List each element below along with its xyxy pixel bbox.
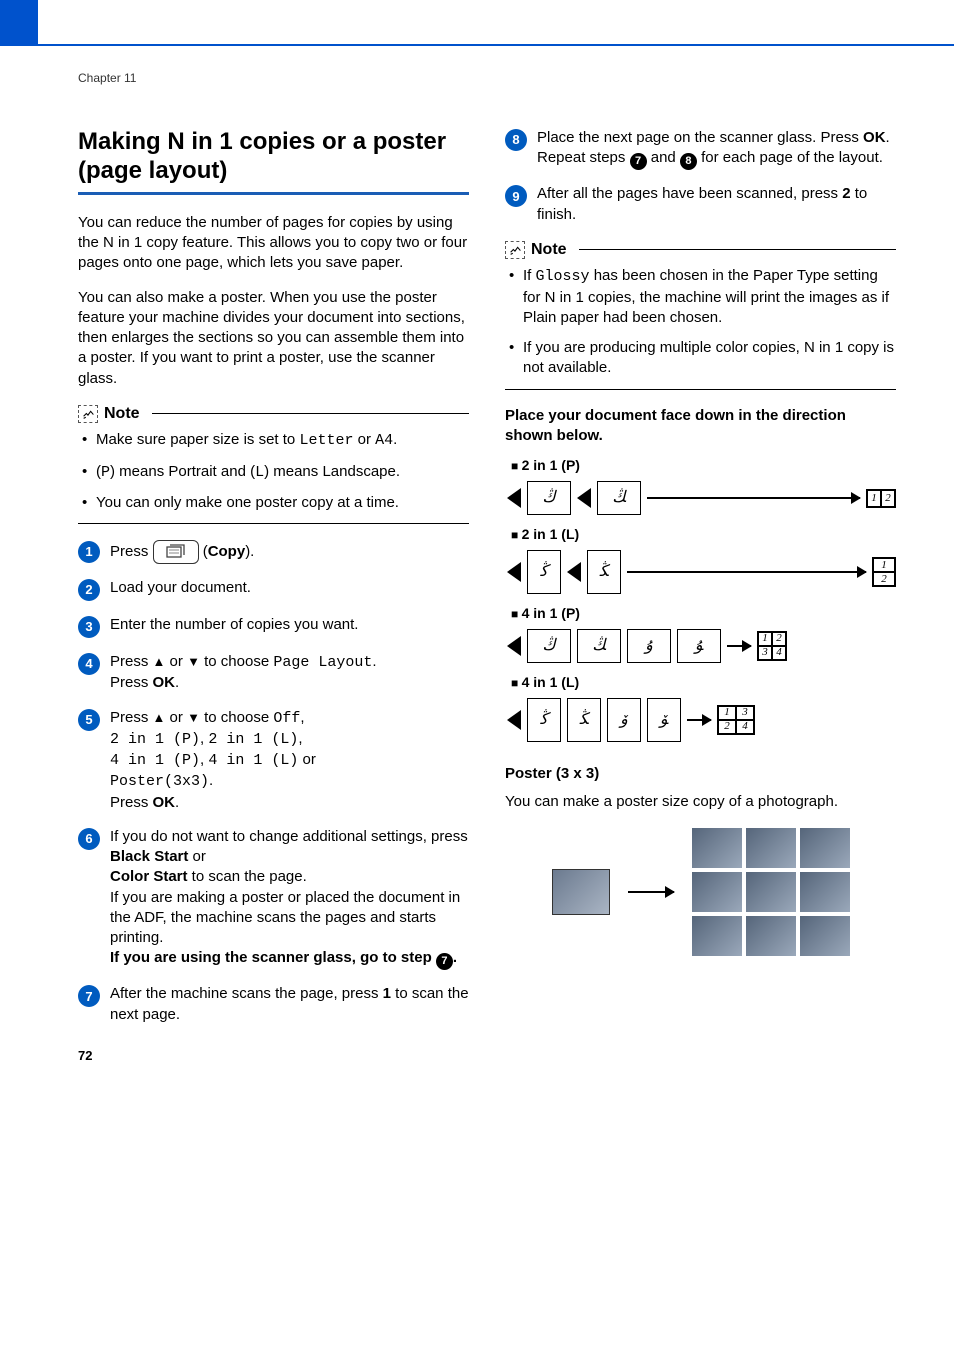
place-doc-heading: Place your document face down in the dir… — [505, 406, 896, 447]
layout-4in1l-diagram: ﯕ ﯖ ﯙ ﯚ 1324 — [507, 698, 896, 742]
note-item: You can only make one poster copy at a t… — [82, 493, 469, 513]
result-arrow-icon — [647, 497, 860, 499]
page-number: 72 — [78, 1047, 92, 1065]
note-heading-right: Note — [505, 239, 896, 261]
note-list-left: Make sure paper size is set to Letter or… — [78, 430, 469, 513]
feed-arrow-icon — [507, 562, 521, 582]
step-9: 9 After all the pages have been scanned,… — [505, 184, 896, 225]
page-glyph: ﯖ — [567, 698, 601, 742]
page-glyph: ﯖ — [587, 550, 621, 594]
note-label: Note — [104, 403, 140, 425]
page-glyph: ﯕ — [527, 698, 561, 742]
feed-arrow-icon — [507, 488, 521, 508]
step-badge-1: 1 — [78, 541, 100, 563]
poster-result-grid — [692, 828, 850, 956]
note-list-right: If Glossy has been chosen in the Paper T… — [505, 266, 896, 378]
step-badge-9: 9 — [505, 185, 527, 207]
page-glyph: ﯘ — [677, 629, 721, 663]
result-arrow-icon — [628, 891, 674, 893]
poster-source-image — [552, 869, 610, 915]
step-1: 1 Press (Copy). — [78, 540, 469, 564]
step-badge-4: 4 — [78, 653, 100, 675]
result-layout: 12 — [872, 557, 896, 587]
layout-4in1l-label: 4 in 1 (L) — [511, 673, 896, 692]
title-rule — [78, 192, 469, 195]
section-title: Making N in 1 copies or a poster (page l… — [78, 128, 469, 186]
layout-2in1p-label: 2 in 1 (P) — [511, 456, 896, 475]
note-label: Note — [531, 239, 567, 261]
result-arrow-icon — [687, 719, 711, 721]
down-arrow-icon: ▼ — [187, 709, 200, 727]
feed-arrow-icon — [507, 636, 521, 656]
result-layout: 12 — [866, 489, 896, 508]
note-rule — [152, 413, 469, 414]
layout-2in1l-label: 2 in 1 (L) — [511, 525, 896, 544]
feed-arrow-icon — [577, 488, 591, 508]
poster-title: Poster (3 x 3) — [505, 764, 896, 784]
step-7: 7 After the machine scans the page, pres… — [78, 984, 469, 1025]
step-3: 3 Enter the number of copies you want. — [78, 615, 469, 638]
step-badge-2: 2 — [78, 579, 100, 601]
layout-2in1l-diagram: ﯕ ﯖ 12 — [507, 550, 896, 594]
result-layout: 1324 — [717, 705, 755, 735]
step-badge-7: 7 — [78, 985, 100, 1007]
step-4: 4 Press ▲ or ▼ to choose Page Layout. Pr… — [78, 652, 469, 694]
note-item: (P) means Portrait and (L) means Landsca… — [82, 462, 469, 483]
note-item: If you are producing multiple color copi… — [509, 338, 896, 379]
poster-diagram — [505, 828, 896, 956]
feed-arrow-icon — [507, 710, 521, 730]
poster-text: You can make a poster size copy of a pho… — [505, 792, 896, 812]
page-glyph: ﯓ — [527, 629, 571, 663]
layout-2in1p-diagram: ﯓ ﯔ 12 — [507, 481, 896, 515]
note-heading: Note — [78, 403, 469, 425]
down-arrow-icon: ▼ — [187, 653, 200, 671]
result-layout: 1234 — [757, 631, 787, 661]
page-glyph: ﯗ — [627, 629, 671, 663]
step-ref-7-icon: 7 — [630, 153, 647, 170]
layout-4in1p-diagram: ﯓ ﯔ ﯗ ﯘ 1234 — [507, 629, 896, 663]
note-end-rule — [78, 523, 469, 524]
copy-key-icon — [153, 540, 199, 564]
step-5: 5 Press ▲ or ▼ to choose Off, 2 in 1 (P)… — [78, 708, 469, 813]
step-badge-3: 3 — [78, 616, 100, 638]
step-badge-5: 5 — [78, 709, 100, 731]
step-2: 2 Load your document. — [78, 578, 469, 601]
note-item: Make sure paper size is set to Letter or… — [82, 430, 469, 451]
step-badge-8: 8 — [505, 129, 527, 151]
intro-paragraph-1: You can reduce the number of pages for c… — [78, 213, 469, 274]
page-glyph: ﯓ — [527, 481, 571, 515]
up-arrow-icon: ▲ — [153, 709, 166, 727]
step-ref-7-icon: 7 — [436, 953, 453, 970]
step-ref-8-icon: 8 — [680, 153, 697, 170]
up-arrow-icon: ▲ — [153, 653, 166, 671]
page-glyph: ﯙ — [607, 698, 641, 742]
note-rule — [579, 249, 896, 250]
feed-arrow-icon — [567, 562, 581, 582]
chapter-label: Chapter 11 — [78, 70, 896, 86]
note-end-rule — [505, 389, 896, 390]
step-8: 8 Place the next page on the scanner gla… — [505, 128, 896, 170]
intro-paragraph-2: You can also make a poster. When you use… — [78, 288, 469, 389]
layout-4in1p-label: 4 in 1 (P) — [511, 604, 896, 623]
page-glyph: ﯚ — [647, 698, 681, 742]
page-glyph: ﯕ — [527, 550, 561, 594]
step-6: 6 If you do not want to change additiona… — [78, 827, 469, 970]
result-arrow-icon — [627, 571, 866, 573]
result-arrow-icon — [727, 645, 751, 647]
step-badge-6: 6 — [78, 828, 100, 850]
left-column: Making N in 1 copies or a poster (page l… — [78, 128, 469, 1039]
page-glyph: ﯔ — [577, 629, 621, 663]
note-icon — [78, 405, 98, 423]
note-item: If Glossy has been chosen in the Paper T… — [509, 266, 896, 328]
note-icon — [505, 241, 525, 259]
right-column: 8 Place the next page on the scanner gla… — [505, 128, 896, 1039]
page-glyph: ﯔ — [597, 481, 641, 515]
